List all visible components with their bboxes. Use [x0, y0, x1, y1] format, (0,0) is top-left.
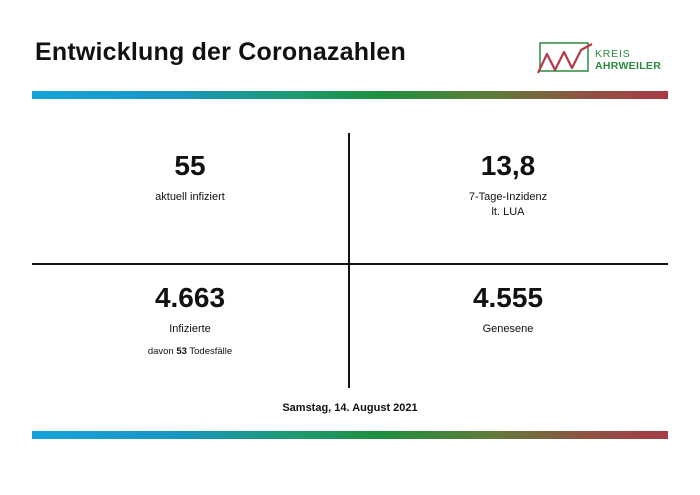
deaths-value: 53 [176, 346, 187, 357]
incidence-label-line1: 7-Tage-Inzidenz [468, 191, 548, 203]
deaths-prefix: davon [147, 346, 177, 357]
top-gradient-bar [32, 91, 668, 99]
stat-recovered: 4.555 Genesene [350, 284, 666, 337]
incidence-label-line2: lt. LUA [491, 206, 525, 218]
logo-line1: KREIS [595, 48, 631, 60]
stat-active: 55 aktuell infiziert [32, 152, 348, 205]
logo-mark-icon [537, 42, 593, 74]
incidence-value: 13,8 [480, 150, 536, 181]
incidence-label: 7-Tage-Inzidenz lt. LUA [350, 190, 666, 220]
stat-incidence: 13,8 7-Tage-Inzidenz lt. LUA [350, 152, 666, 220]
active-value: 55 [174, 150, 206, 181]
recovered-value: 4.555 [472, 282, 544, 313]
report-date: Samstag, 14. August 2021 [282, 402, 418, 414]
infected-value: 4.663 [154, 282, 226, 313]
stat-infected: 4.663 Infizierte davon 53 Todesfälle [32, 282, 348, 358]
kreis-ahrweiler-logo: KREIS AHRWEILER [537, 40, 669, 76]
active-label: aktuell infiziert [155, 191, 225, 203]
logo-line2: AHRWEILER [595, 60, 662, 72]
recovered-label: Genesene [482, 323, 534, 335]
bottom-gradient-bar [32, 431, 668, 439]
horizontal-divider [32, 263, 668, 265]
page-title: Entwicklung der Coronazahlen [35, 38, 406, 66]
vertical-divider [348, 133, 350, 388]
deaths-suffix: Todesfälle [186, 346, 233, 357]
deaths-note: davon 53 Todesfälle [32, 346, 348, 357]
infected-label: Infizierte [169, 323, 211, 335]
